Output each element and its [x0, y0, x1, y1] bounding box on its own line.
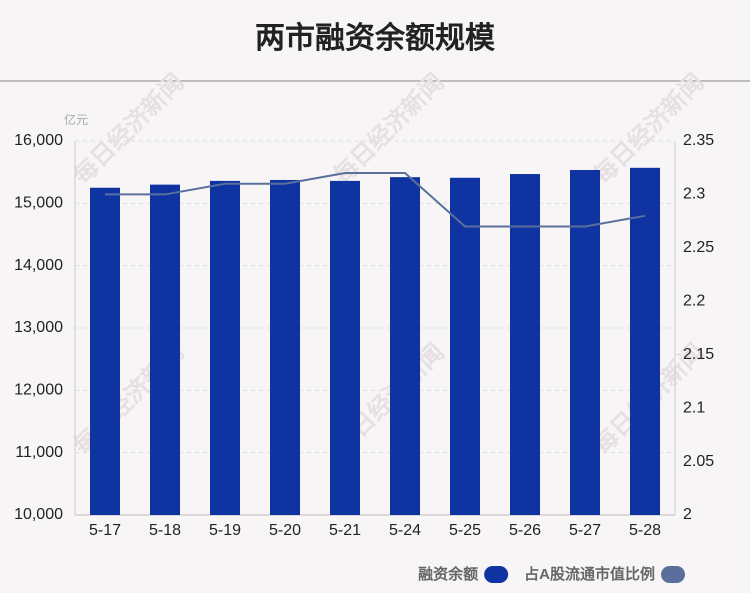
bar [630, 167, 660, 515]
y2-tick-label: 2 [683, 506, 692, 523]
bar [210, 180, 240, 516]
bar [510, 174, 540, 515]
x-tick-label: 5-28 [629, 522, 661, 539]
x-tick-label: 5-26 [509, 522, 541, 539]
legend-swatch [484, 566, 509, 583]
y-unit: 亿元 [64, 112, 88, 127]
y-tick-label: 10,000 [14, 506, 63, 523]
bar [570, 169, 600, 516]
y2-tick-label: 2.1 [683, 399, 705, 416]
x-tick-label: 5-27 [569, 522, 601, 539]
x-tick-label: 5-19 [209, 522, 241, 539]
bar [150, 184, 180, 515]
bar [270, 179, 300, 516]
legend-label: 融资余额 [418, 565, 478, 583]
y-tick-label: 15,000 [14, 195, 63, 212]
y2-tick-label: 2.35 [683, 132, 714, 149]
line [105, 172, 646, 228]
y-tick-label: 11,000 [15, 444, 63, 461]
y2-tick-label: 2.05 [683, 453, 714, 470]
x-tick-label: 5-18 [149, 522, 181, 539]
y-tick-label: 16,000 [14, 132, 63, 149]
x-tick-label: 5-24 [389, 522, 421, 539]
chart-title: 两市融资余额规模 [255, 21, 495, 55]
bar [330, 180, 360, 516]
x-tick-label: 5-21 [329, 522, 361, 539]
bar [90, 187, 120, 515]
x-tick-label: 5-25 [449, 522, 481, 539]
bar [450, 177, 480, 515]
y2-tick-label: 2.25 [683, 239, 714, 256]
legend-swatch [661, 566, 685, 583]
legend-label: 占A股流通市值比例 [524, 565, 655, 583]
y-tick-label: 14,000 [14, 257, 63, 274]
y2-tick-label: 2.2 [683, 293, 705, 310]
y-tick-label: 13,000 [14, 319, 63, 336]
y2-tick-label: 2.3 [683, 186, 705, 203]
y-tick-label: 12,000 [14, 382, 63, 399]
bar [390, 177, 420, 516]
y2-tick-label: 2.15 [683, 346, 714, 363]
x-tick-label: 5-20 [269, 522, 301, 539]
x-tick-label: 5-17 [89, 522, 121, 539]
